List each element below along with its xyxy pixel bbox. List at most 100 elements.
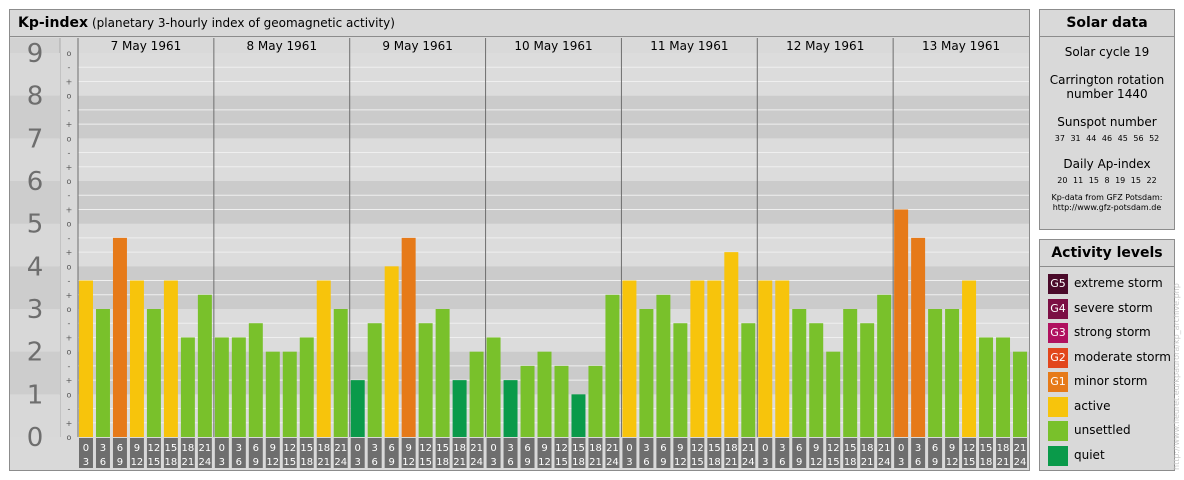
legend-label: severe storm <box>1074 300 1153 315</box>
sunspot-label: Sunspot number <box>1057 115 1157 129</box>
interval-start-label: 15 <box>436 443 449 454</box>
sunspot-values: 37 31 44 46 45 56 52 <box>1054 134 1160 143</box>
kp-bar <box>95 309 110 437</box>
interval-start-label: 15 <box>300 443 313 454</box>
kp-bar <box>622 280 637 437</box>
y-band <box>10 95 60 139</box>
legend-swatch <box>1048 421 1068 441</box>
y-tick-label: 7 <box>27 124 44 154</box>
interval-cell <box>928 438 943 468</box>
interval-cell <box>962 438 977 468</box>
interval-end-label: 15 <box>963 457 976 468</box>
kp-bar <box>554 365 569 437</box>
interval-start-label: 3 <box>915 443 921 454</box>
interval-cell <box>554 438 569 468</box>
interval-end-label: 9 <box>388 457 394 468</box>
kp-bar <box>758 280 773 437</box>
interval-end-label: 24 <box>470 457 483 468</box>
interval-end-label: 21 <box>861 457 874 468</box>
interval-start-label: 9 <box>134 443 140 454</box>
interval-start-label: 15 <box>708 443 721 454</box>
interval-start-label: 9 <box>813 443 819 454</box>
interval-cell <box>792 438 807 468</box>
interval-end-label: 21 <box>725 457 738 468</box>
interval-end-label: 21 <box>997 457 1010 468</box>
interval-end-label: 24 <box>742 457 755 468</box>
kp-chart: 0123456789o+-o+-o+-o+-o+-o+-o+-o+-o+-o7 … <box>10 38 1029 470</box>
carrington-line-1: Carrington rotation <box>1049 73 1165 87</box>
interval-cell <box>95 438 110 468</box>
kp-bar <box>673 323 688 437</box>
interval-cell <box>231 438 246 468</box>
kp-bar <box>928 309 943 437</box>
chart-header: Kp-index (planetary 3-hourly index of ge… <box>10 10 1029 37</box>
sub-tick-minus: - <box>68 106 71 115</box>
interval-start-label: 12 <box>283 443 296 454</box>
interval-start-label: 15 <box>980 443 993 454</box>
interval-end-label: 3 <box>355 457 361 468</box>
kp-bar <box>197 294 212 437</box>
kp-bar <box>860 323 875 437</box>
interval-start-label: 0 <box>219 443 225 454</box>
interval-cell <box>79 438 93 468</box>
kp-chart-panel: Kp-index (planetary 3-hourly index of ge… <box>9 9 1030 471</box>
interval-end-label: 18 <box>844 457 857 468</box>
sub-tick-plus: + <box>66 120 73 129</box>
interval-cell <box>877 438 892 468</box>
interval-start-label: 9 <box>270 443 276 454</box>
y-band <box>10 53 60 96</box>
kp-band <box>78 266 1029 309</box>
credit-link[interactable]: http://www.gfz-potsdam.de <box>1052 203 1162 212</box>
kp-band <box>78 95 1029 139</box>
kp-bar <box>775 280 790 437</box>
interval-end-label: 6 <box>915 457 921 468</box>
kp-bar <box>588 365 603 437</box>
interval-start-label: 12 <box>963 443 976 454</box>
interval-end-label: 24 <box>878 457 891 468</box>
interval-end-label: 6 <box>236 457 242 468</box>
kp-bar <box>605 294 620 437</box>
kp-bar <box>129 280 144 437</box>
interval-end-label: 24 <box>334 457 347 468</box>
day-label: 8 May 1961 <box>246 39 317 53</box>
interval-end-label: 12 <box>538 457 551 468</box>
carrington-line-2: number 1440 <box>1066 87 1148 101</box>
interval-end-label: 12 <box>131 457 144 468</box>
legend-swatch: G2 <box>1048 347 1068 368</box>
legend-label: strong storm <box>1074 325 1151 339</box>
interval-start-label: 6 <box>524 443 530 454</box>
day-label: 10 May 1961 <box>514 39 592 53</box>
kp-bar <box>486 337 501 437</box>
interval-end-label: 21 <box>453 457 466 468</box>
interval-end-label: 6 <box>507 457 513 468</box>
interval-start-label: 3 <box>372 443 378 454</box>
interval-cell <box>758 438 773 468</box>
sub-tick-o: o <box>67 390 72 399</box>
kp-bar <box>79 280 93 437</box>
interval-start-label: 12 <box>419 443 432 454</box>
interval-end-label: 15 <box>419 457 432 468</box>
interval-start-label: 0 <box>490 443 496 454</box>
kp-bar <box>435 309 450 437</box>
interval-start-label: 15 <box>572 443 585 454</box>
interval-cell <box>724 438 739 468</box>
interval-start-label: 0 <box>762 443 768 454</box>
interval-start-label: 18 <box>182 443 195 454</box>
interval-start-label: 3 <box>643 443 649 454</box>
kp-bar <box>690 280 705 437</box>
interval-cell <box>860 438 875 468</box>
sub-tick-minus: - <box>68 319 71 328</box>
interval-end-label: 6 <box>100 457 106 468</box>
interval-start-label: 9 <box>949 443 955 454</box>
interval-cell <box>163 438 178 468</box>
interval-cell <box>197 438 212 468</box>
y-tick-label: 8 <box>27 82 44 112</box>
kp-bar <box>639 309 654 437</box>
kp-bar <box>299 337 314 437</box>
kp-bar <box>741 323 756 437</box>
y-tick-label: 3 <box>27 295 44 325</box>
kp-bar <box>146 309 161 437</box>
interval-cell <box>299 438 314 468</box>
y-band <box>10 223 60 267</box>
interval-end-label: 9 <box>253 457 259 468</box>
